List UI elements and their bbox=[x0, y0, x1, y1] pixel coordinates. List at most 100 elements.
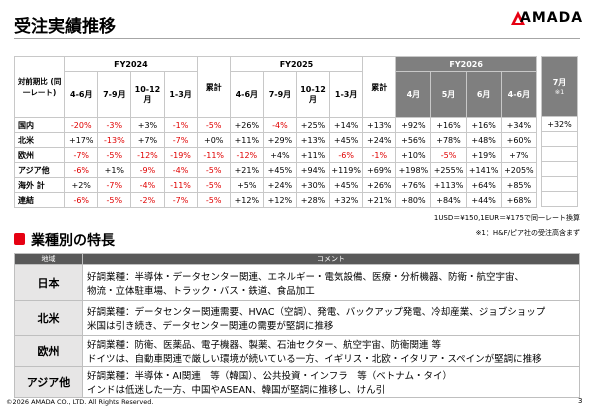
logo-text: AMADA bbox=[520, 10, 584, 26]
region-row: アジア他 好調業種：半導体・AI関連 等（韓国）、公共投資・インフラ 等（ベトナム… bbox=[14, 366, 580, 398]
cell: +198% bbox=[395, 162, 432, 178]
cell: -20% bbox=[64, 117, 99, 133]
group-header: FY2025 bbox=[229, 56, 364, 72]
comment: 好調業種：防衛、医薬品、電子機器、製薬、石油セクター、航空宇宙、防衛関連 等ドイ… bbox=[82, 335, 580, 367]
row-label: アジア他 bbox=[13, 162, 66, 178]
cell: +92% bbox=[395, 117, 432, 133]
cell: +16% bbox=[465, 117, 502, 133]
cell: +26% bbox=[229, 117, 264, 133]
cell: +28% bbox=[295, 192, 331, 208]
comment: 好調業種：データセンター関連需要、HVAC（空調）、発電、バックアップ発電、冷却… bbox=[82, 300, 580, 336]
data-row bbox=[541, 131, 578, 147]
cell: +113% bbox=[430, 177, 467, 193]
cell: +7% bbox=[130, 132, 165, 148]
comment-line: 好調業種：防衛、医薬品、電子機器、製薬、石油セクター、航空宇宙、防衛関連 等 bbox=[87, 340, 442, 351]
cell: -6% bbox=[64, 162, 99, 178]
data-row: 海外 計 +2% -7% -4% -11% -5% +5% +24% +30% +45% +26% +… bbox=[13, 177, 538, 193]
comment: 好調業種：半導体・データセンター関連、エネルギー・電気設備、医療・分析機器、防衛… bbox=[82, 264, 580, 301]
note: ※1：H&F/ピア社の受注高含まず bbox=[475, 229, 580, 237]
group-header: FY2026 bbox=[395, 56, 537, 72]
total-header: 累計 bbox=[196, 56, 231, 118]
cell: +12% bbox=[229, 192, 264, 208]
cell: -4% bbox=[130, 177, 165, 193]
column-header: 4-6月 bbox=[64, 71, 99, 118]
region: アジア他 bbox=[14, 366, 83, 398]
cell: +45% bbox=[262, 162, 297, 178]
cell: -5% bbox=[430, 147, 467, 163]
cell: -1% bbox=[163, 117, 198, 133]
total-header: 累計 bbox=[362, 56, 397, 118]
cell: +56% bbox=[395, 132, 432, 148]
row-label: 北米 bbox=[13, 132, 66, 148]
region-row: 欧州 好調業種：防衛、医薬品、電子機器、製薬、石油セクター、航空宇宙、防衛関連 等… bbox=[14, 335, 580, 367]
data-row bbox=[541, 176, 578, 192]
notes: 1USD＝¥150,1EUR＝¥175で同一レート換算 ※1：H&F/ピア社の受… bbox=[434, 213, 580, 238]
data-row bbox=[541, 161, 578, 177]
region: 日本 bbox=[14, 264, 83, 301]
cell: -13% bbox=[97, 132, 132, 148]
cell: +3% bbox=[130, 117, 165, 133]
slide-title: 受注実績推移 bbox=[14, 17, 116, 37]
column-header: 7-9月 bbox=[262, 71, 297, 118]
extra-header: 7月 ※1 bbox=[541, 56, 578, 117]
cell: +4% bbox=[262, 147, 297, 163]
cell: +84% bbox=[430, 192, 467, 208]
cell: +34% bbox=[500, 117, 538, 133]
data-row bbox=[541, 146, 578, 162]
cell: +2% bbox=[64, 177, 99, 193]
row-label: 連結 bbox=[13, 192, 66, 208]
header-row: 地域 コメント bbox=[14, 253, 580, 265]
cell: +12% bbox=[262, 192, 297, 208]
cell: -5% bbox=[196, 177, 231, 193]
cell bbox=[541, 191, 578, 207]
header-cell: コメント bbox=[82, 253, 580, 265]
copyright: ©2026 AMADA CO., LTD. All Rights Reserve… bbox=[6, 398, 154, 406]
data-row: 欧州 -7% -5% -12% -19% -11% -12% +4% +11% -6% -1% +10… bbox=[13, 147, 538, 163]
column-header: 10-12月 bbox=[295, 71, 331, 118]
extra-label: 7月 bbox=[552, 78, 567, 87]
cell: -5% bbox=[97, 147, 132, 163]
corner-cell: 対前期比 (同一レート) bbox=[13, 56, 66, 118]
cell: +13% bbox=[295, 132, 331, 148]
cell bbox=[541, 176, 578, 192]
row-label: 海外 計 bbox=[13, 177, 66, 193]
cell: +78% bbox=[430, 132, 467, 148]
cell: +10% bbox=[395, 147, 432, 163]
cell: +21% bbox=[362, 192, 397, 208]
cell: +13% bbox=[362, 117, 397, 133]
group-header: FY2024 bbox=[64, 56, 198, 72]
cell: -11% bbox=[163, 177, 198, 193]
column-header: 10-12月 bbox=[130, 71, 165, 118]
cell: +5% bbox=[229, 177, 264, 193]
row-label: 欧州 bbox=[13, 147, 66, 163]
cell: +85% bbox=[500, 177, 538, 193]
cell: -4% bbox=[163, 162, 198, 178]
header-row: 4-6月 7-9月 10-12月 1-3月 4-6月 7-9月 10-12月 1-3月 4月 5月… bbox=[15, 71, 538, 118]
comment-line: 好調業種：半導体・データセンター関連、エネルギー・電気設備、医療・分析機器、防衛… bbox=[87, 271, 525, 283]
column-header: 4-6月 bbox=[229, 71, 264, 118]
cell: +69% bbox=[362, 162, 397, 178]
cell: +45% bbox=[329, 132, 364, 148]
column-header: 1-3月 bbox=[163, 71, 198, 118]
comment-line: インドは低迷した一方、中国やASEAN、韓国が堅調に推移し、けん引 bbox=[87, 385, 386, 396]
cell: +255% bbox=[430, 162, 467, 178]
cell: -5% bbox=[196, 162, 231, 178]
cell bbox=[541, 131, 578, 147]
cell: -2% bbox=[130, 192, 165, 208]
comment-line: 米国は引き続き、データセンター関連の需要が堅調に推移 bbox=[87, 321, 334, 332]
cell: +141% bbox=[465, 162, 502, 178]
cell: +11% bbox=[295, 147, 331, 163]
cell: +14% bbox=[329, 117, 364, 133]
data-row: アジア他 -6% +1% -9% -4% -5% +21% +45% +94% +119% +69%… bbox=[13, 162, 538, 178]
cell: +32% bbox=[541, 116, 578, 132]
cell: -5% bbox=[196, 117, 231, 133]
column-header: 5月 bbox=[430, 71, 467, 118]
cell: -7% bbox=[163, 192, 198, 208]
cell: -1% bbox=[362, 147, 397, 163]
cell: +29% bbox=[262, 132, 297, 148]
cell: -7% bbox=[163, 132, 198, 148]
cell: -3% bbox=[97, 117, 132, 133]
header-row: 7月 ※1 bbox=[541, 56, 578, 117]
cell: +30% bbox=[295, 177, 331, 193]
